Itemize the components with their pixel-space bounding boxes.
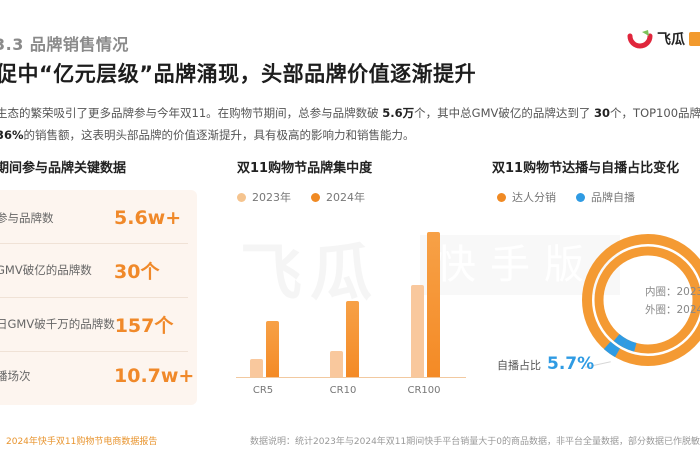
intro-text: 个，其中总GMV破亿的品牌达到了: [414, 106, 595, 120]
self-live-ratio-value: 5.7%: [547, 354, 595, 374]
concentration-bar-chart: CR5 CR10 CR100: [236, 210, 466, 396]
intro-text: 个，TOP100品牌今: [610, 106, 700, 120]
key-data-value: 30个: [114, 260, 160, 283]
divider: [0, 351, 188, 352]
self-live-ratio-label: 自播占比: [497, 359, 541, 372]
legend-dot-icon: [576, 192, 585, 202]
key-data-row: 播场次 10.7w+: [0, 351, 195, 401]
feigua-logo-icon: [627, 28, 653, 50]
logo-tag: [689, 32, 700, 46]
legend-dot-icon: [237, 192, 246, 202]
bar-cr10-2024: [346, 301, 359, 377]
x-tick-label: CR10: [329, 385, 357, 396]
legend-label: 2024年: [326, 191, 365, 204]
key-data-value: 157个: [114, 314, 174, 337]
key-data-value: 10.7w+: [114, 365, 195, 387]
legend-item-self-live: 品牌自播: [576, 189, 635, 205]
self-live-ratio-annotation: 自播占比 5.7%: [497, 354, 594, 374]
key-data-value: 5.6w+: [114, 207, 182, 229]
section-number: 3.3 品牌销售情况: [0, 35, 129, 54]
bar-cr5-2024: [266, 321, 279, 377]
intro-highlight: 30: [594, 106, 611, 120]
legend-label: 达人分销: [512, 191, 556, 204]
report-name: 2024年快手双11购物节电商数据报告: [6, 437, 158, 447]
legend-label: 2023年: [252, 191, 291, 204]
intro-text: 的销售额，这表明头部品牌的价值逐渐提升，具有极高的影响力和销售能力。: [23, 128, 415, 142]
live-ratio-chart-title: 双11购物节达播与自播占比变化: [492, 161, 680, 176]
concentration-chart-title: 双11购物节品牌集中度: [237, 161, 373, 176]
legend-item-2024: 2024年: [311, 189, 365, 205]
key-data-title: 期间参与品牌关键数据: [0, 161, 127, 176]
key-data-row: 参与品牌数 5.6w+: [0, 193, 192, 243]
intro-highlight: 5.6万: [382, 106, 415, 120]
divider: [0, 243, 188, 244]
page-title: 促中“亿元层级”品牌涌现，头部品牌价值逐渐提升: [0, 62, 477, 86]
bar-cr5-2023: [250, 359, 263, 377]
legend-dot-icon: [497, 192, 506, 202]
legend-item-2023: 2023年: [237, 189, 291, 205]
intro-paragraph: 生态的繁荣吸引了更多品牌参与今年双11。在购物节期间，总参与品牌数破 5.6万个…: [0, 102, 700, 146]
intro-highlight: 36%: [0, 128, 24, 142]
brand-logo: 飞瓜: [627, 28, 700, 50]
key-data-label: 日GMV破千万的品牌数: [0, 317, 115, 331]
intro-line-1: 生态的繁荣吸引了更多品牌参与今年双11。在购物节期间，总参与品牌数破 5.6万个…: [0, 102, 700, 124]
x-axis-line: [236, 377, 466, 378]
concentration-legend: 2023年 2024年: [237, 189, 379, 205]
intro-text: 生态的繁荣吸引了更多品牌参与今年双11。在购物节期间，总参与品牌数破: [0, 106, 383, 120]
legend-item-influencer: 达人分销: [497, 189, 556, 205]
x-tick-label: CR100: [407, 385, 441, 396]
bar-cr100-2023: [411, 285, 424, 377]
bar-cr10-2023: [330, 351, 343, 377]
logo-text: 飞瓜: [657, 32, 685, 48]
watermark-kuaishou-edition: 快手版: [420, 235, 620, 295]
x-tick-label: CR5: [252, 385, 274, 396]
legend-dot-icon: [311, 192, 320, 202]
bar-cr100-2024: [427, 232, 440, 377]
live-ratio-legend: 达人分销 品牌自播: [497, 189, 649, 205]
outer-ring-label: 外圈：2024年: [645, 304, 700, 316]
inner-ring-label: 内圈：2023年: [645, 286, 700, 298]
key-data-row: 日GMV破千万的品牌数 157个: [0, 299, 192, 349]
key-data-label: GMV破亿的品牌数: [0, 263, 92, 277]
intro-line-2: 36%的销售额，这表明头部品牌的价值逐渐提升，具有极高的影响力和销售能力。: [0, 124, 700, 146]
legend-label: 品牌自播: [591, 191, 635, 204]
key-data-label: 播场次: [0, 369, 31, 383]
key-data-row: GMV破亿的品牌数 30个: [0, 245, 192, 295]
live-ratio-donut-chart: [580, 232, 700, 368]
divider: [0, 297, 188, 298]
data-note: 数据说明：统计2023年与2024年双11期间快手平台销量大于0的商品数据，非平…: [250, 437, 700, 447]
key-data-label: 参与品牌数: [0, 211, 54, 225]
